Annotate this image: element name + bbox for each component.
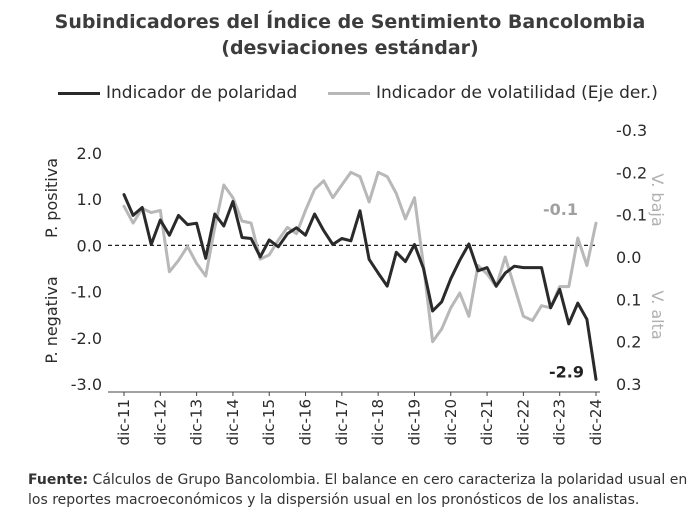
x-tick-label: dic-19 [405,399,423,445]
x-tick-label: dic-12 [151,399,169,445]
source-note: Fuente: Cálculos de Grupo Bancolombia. E… [28,470,688,510]
y-left-tick-label: 2.0 [77,144,102,163]
x-tick-label: dic-18 [369,399,387,445]
chart-title: Subindicadores del Índice de Sentimiento… [54,11,646,33]
x-tick-label: dic-14 [224,399,242,445]
y-right-tick-label: -0.3 [616,121,647,140]
polarity-end-label: -2.9 [549,362,584,381]
legend-swatch-volatility [328,91,370,95]
chart-plot: 2.0 1.0 0.0 -1.0 -2.0 -3.0 -0.3 -0.2 -0.1 0.0 0.1 0… [42,121,667,445]
legend: Indicador de polaridad Indicador de vola… [0,83,700,107]
y-left-tick-label: -2.0 [71,329,102,348]
y-right-label-bottom: V. alta [648,290,667,339]
volatility-end-label: -0.1 [543,200,578,219]
x-tick-label: dic-16 [297,399,315,445]
x-tick-label: dic-15 [260,399,278,445]
x-tick-label: dic-24 [587,399,605,445]
y-right-tick-label: -0.2 [616,163,647,182]
y-right-tick-label: 0.2 [616,333,641,352]
y-right-tick-label: 0.3 [616,375,641,394]
y-left-tick-label: 1.0 [77,190,102,209]
polarity-line [122,193,598,381]
x-tick-label: dic-11 [115,399,133,445]
x-tick-label: dic-22 [514,399,532,445]
legend-label-polarity: Indicador de polaridad [106,83,298,103]
volatility-line [122,170,598,344]
y-right-tick-label: -0.1 [616,206,647,225]
y-right-tick-label: 0.0 [616,248,641,267]
legend-swatch-polarity [58,91,100,95]
y-left-label-bottom: P. negativa [42,276,61,363]
source-text: Cálculos de Grupo Bancolombia. El balanc… [28,472,688,508]
y-left-tick-label: 0.0 [77,236,102,255]
legend-item-polarity: Indicador de polaridad [58,83,297,103]
legend-item-volatility: Indicador de volatilidad (Eje der.) [328,83,658,103]
legend-label-volatility: Indicador de volatilidad (Eje der.) [376,83,658,103]
y-right-tick-label: 0.1 [616,290,641,309]
y-right-label-top: V. baja [648,173,667,226]
source-label: Fuente: [28,472,89,488]
y-left-tick-label: -1.0 [71,283,102,302]
x-tick-label: dic-23 [551,399,569,445]
y-left-label-top: P. positiva [42,158,61,238]
y-left-tick-label: -3.0 [71,375,102,394]
chart-subtitle: (desviaciones estándar) [221,37,479,59]
x-tick-label: dic-21 [478,399,496,445]
x-tick-label: dic-13 [188,399,206,445]
x-tick-label: dic-17 [333,399,351,445]
x-tick-label: dic-20 [442,399,460,445]
